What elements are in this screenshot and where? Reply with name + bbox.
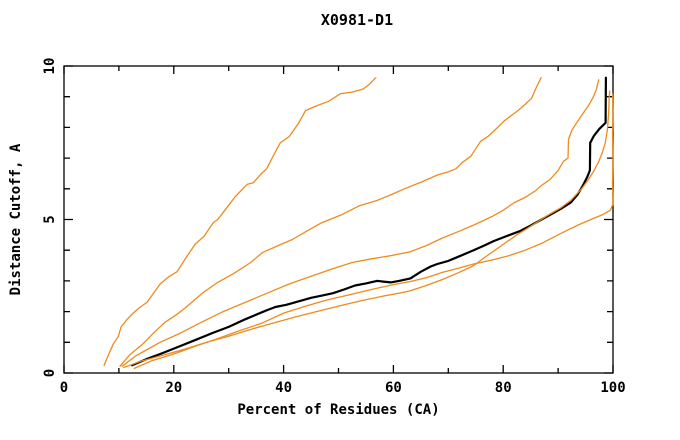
chart-title: X0981-D1 — [321, 11, 393, 29]
series-orange-curve-4-crosses-black — [123, 90, 611, 369]
x-tick-label-80: 80 — [495, 380, 512, 396]
series-black-curve-model — [131, 76, 608, 367]
axis-ticks — [63, 65, 614, 374]
x-tick-label-0: 0 — [60, 380, 68, 396]
series-orange-curve-3 — [121, 79, 600, 367]
x-tick-label-40: 40 — [275, 380, 292, 396]
y-axis-title: Distance Cutoff, A — [8, 143, 24, 295]
series-orange-curve-1-steepest — [103, 77, 377, 366]
x-tick-label-20: 20 — [165, 380, 182, 396]
x-axis-title: Percent of Residues (CA) — [237, 402, 439, 418]
plot-frame — [63, 65, 614, 374]
series-orange-curve-5-right-edge — [133, 92, 614, 370]
y-tick-label-10: 10 — [42, 58, 58, 75]
x-tick-label-100: 100 — [600, 380, 625, 396]
series-orange-curve-2 — [119, 77, 542, 367]
y-tick-label-0: 0 — [42, 369, 58, 377]
y-tick-label-5: 5 — [42, 215, 58, 223]
x-tick-label-60: 60 — [385, 380, 402, 396]
